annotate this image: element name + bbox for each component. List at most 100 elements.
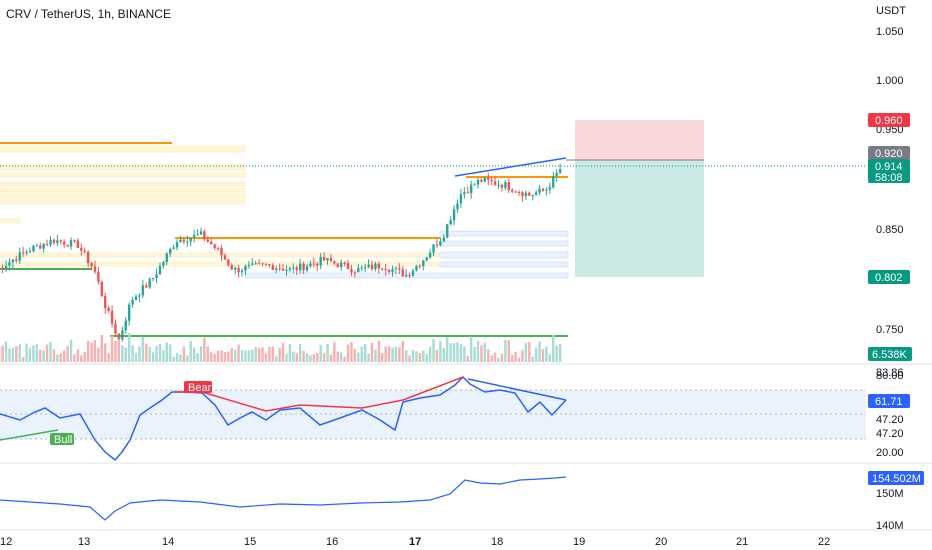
candle-body xyxy=(493,181,497,185)
candle-body xyxy=(442,237,446,242)
volume-bar xyxy=(312,354,316,362)
volume-bar xyxy=(521,349,524,362)
volume-bar xyxy=(511,354,514,362)
volume-bar xyxy=(531,356,534,362)
candle-body xyxy=(59,240,62,242)
candle-body xyxy=(32,245,35,252)
volume-bar xyxy=(227,351,230,362)
volume-bar xyxy=(466,355,469,362)
entry-price-tag: 0.920 xyxy=(868,146,910,160)
candle-body xyxy=(534,192,538,195)
zone-boxes xyxy=(0,145,569,279)
volume-bar xyxy=(411,350,415,362)
candle-body xyxy=(199,231,203,235)
volume-bar xyxy=(316,353,319,362)
volume-bar xyxy=(210,352,213,362)
volume-bar xyxy=(360,346,363,362)
candle-body xyxy=(261,263,264,265)
volume-bar xyxy=(80,355,83,362)
obv-value: 154.502M xyxy=(872,473,921,485)
volume-bar xyxy=(418,352,422,362)
candle-body xyxy=(192,234,196,238)
candle-body xyxy=(285,269,288,271)
candle-body xyxy=(251,263,254,265)
obv-tick-150m: 150M xyxy=(876,488,904,500)
volume-bar xyxy=(329,354,333,362)
volume-bar xyxy=(155,346,158,362)
volume-bar xyxy=(555,345,558,362)
volume-bar xyxy=(18,344,21,362)
volume-bar xyxy=(69,339,73,362)
volume-bar xyxy=(487,349,490,362)
candle-body xyxy=(175,242,179,248)
candle-body xyxy=(504,182,507,188)
chart-title: CRV / TetherUS, 1h, BINANCE xyxy=(6,7,171,21)
candle-body xyxy=(333,261,336,264)
candle-body xyxy=(45,243,49,245)
volume-bar xyxy=(370,342,374,362)
candle-body xyxy=(531,194,534,196)
rsi-tick-2000: 20.00 xyxy=(876,447,904,459)
volume-bar xyxy=(62,350,66,362)
xtick-18: 18 xyxy=(491,536,503,548)
candle-body xyxy=(11,259,15,263)
volume-bar xyxy=(292,351,295,362)
candle-body xyxy=(545,189,548,191)
candle-body xyxy=(309,263,312,267)
candle-body xyxy=(97,271,100,282)
candle-body xyxy=(21,252,25,254)
volume-bar xyxy=(90,342,93,362)
candle-body xyxy=(398,268,401,270)
volume-bar xyxy=(127,333,131,362)
candle-body xyxy=(93,266,97,272)
candle-body xyxy=(213,244,216,248)
volume-bar xyxy=(165,342,168,362)
volume-bar xyxy=(83,352,86,362)
candle-body xyxy=(558,169,562,173)
volume-bar xyxy=(158,343,162,362)
volume-bar xyxy=(353,348,357,362)
candle-body xyxy=(500,184,504,188)
candle-body xyxy=(541,188,545,191)
volume-bar xyxy=(196,353,199,362)
volume-bar xyxy=(333,342,336,362)
volume-bar xyxy=(76,349,80,362)
volume-bar xyxy=(381,352,384,362)
candle-body xyxy=(158,265,162,275)
candle-body xyxy=(8,262,11,266)
candle-body xyxy=(254,263,257,265)
candle-body xyxy=(469,184,473,194)
candle-body xyxy=(138,295,141,297)
volume-bar xyxy=(104,343,107,362)
volume-value-tag: 6.538K xyxy=(868,347,912,361)
xtick-16: 16 xyxy=(326,536,338,548)
candle-body xyxy=(476,179,480,185)
candle-body xyxy=(446,224,449,238)
candle-body xyxy=(449,220,452,225)
candle-body xyxy=(298,263,302,271)
volume-bar xyxy=(432,338,435,362)
volume-bar xyxy=(524,342,528,362)
volume-bar xyxy=(4,341,8,362)
volume-bar xyxy=(244,350,247,362)
rsi-value-tag: 61.71 xyxy=(868,394,910,408)
price-unit: USDT xyxy=(876,5,906,17)
volume-bar xyxy=(374,349,377,362)
volume-bar xyxy=(124,347,127,362)
volume-bar xyxy=(220,350,223,362)
volume-bar xyxy=(233,350,237,362)
candle-body xyxy=(148,278,151,288)
candle-body xyxy=(100,281,104,297)
candle-body xyxy=(196,234,199,236)
volume-value: 6.538K xyxy=(872,349,908,361)
volume-bar xyxy=(473,346,476,362)
volume-bar xyxy=(56,354,59,362)
volume-bar xyxy=(490,355,493,362)
candle-body xyxy=(381,268,384,270)
volume-bar xyxy=(538,341,541,362)
candle-body xyxy=(275,268,278,271)
candle-body xyxy=(552,176,555,188)
candle-body xyxy=(66,244,69,247)
candle-body xyxy=(483,177,487,182)
volume-bar xyxy=(182,346,186,362)
